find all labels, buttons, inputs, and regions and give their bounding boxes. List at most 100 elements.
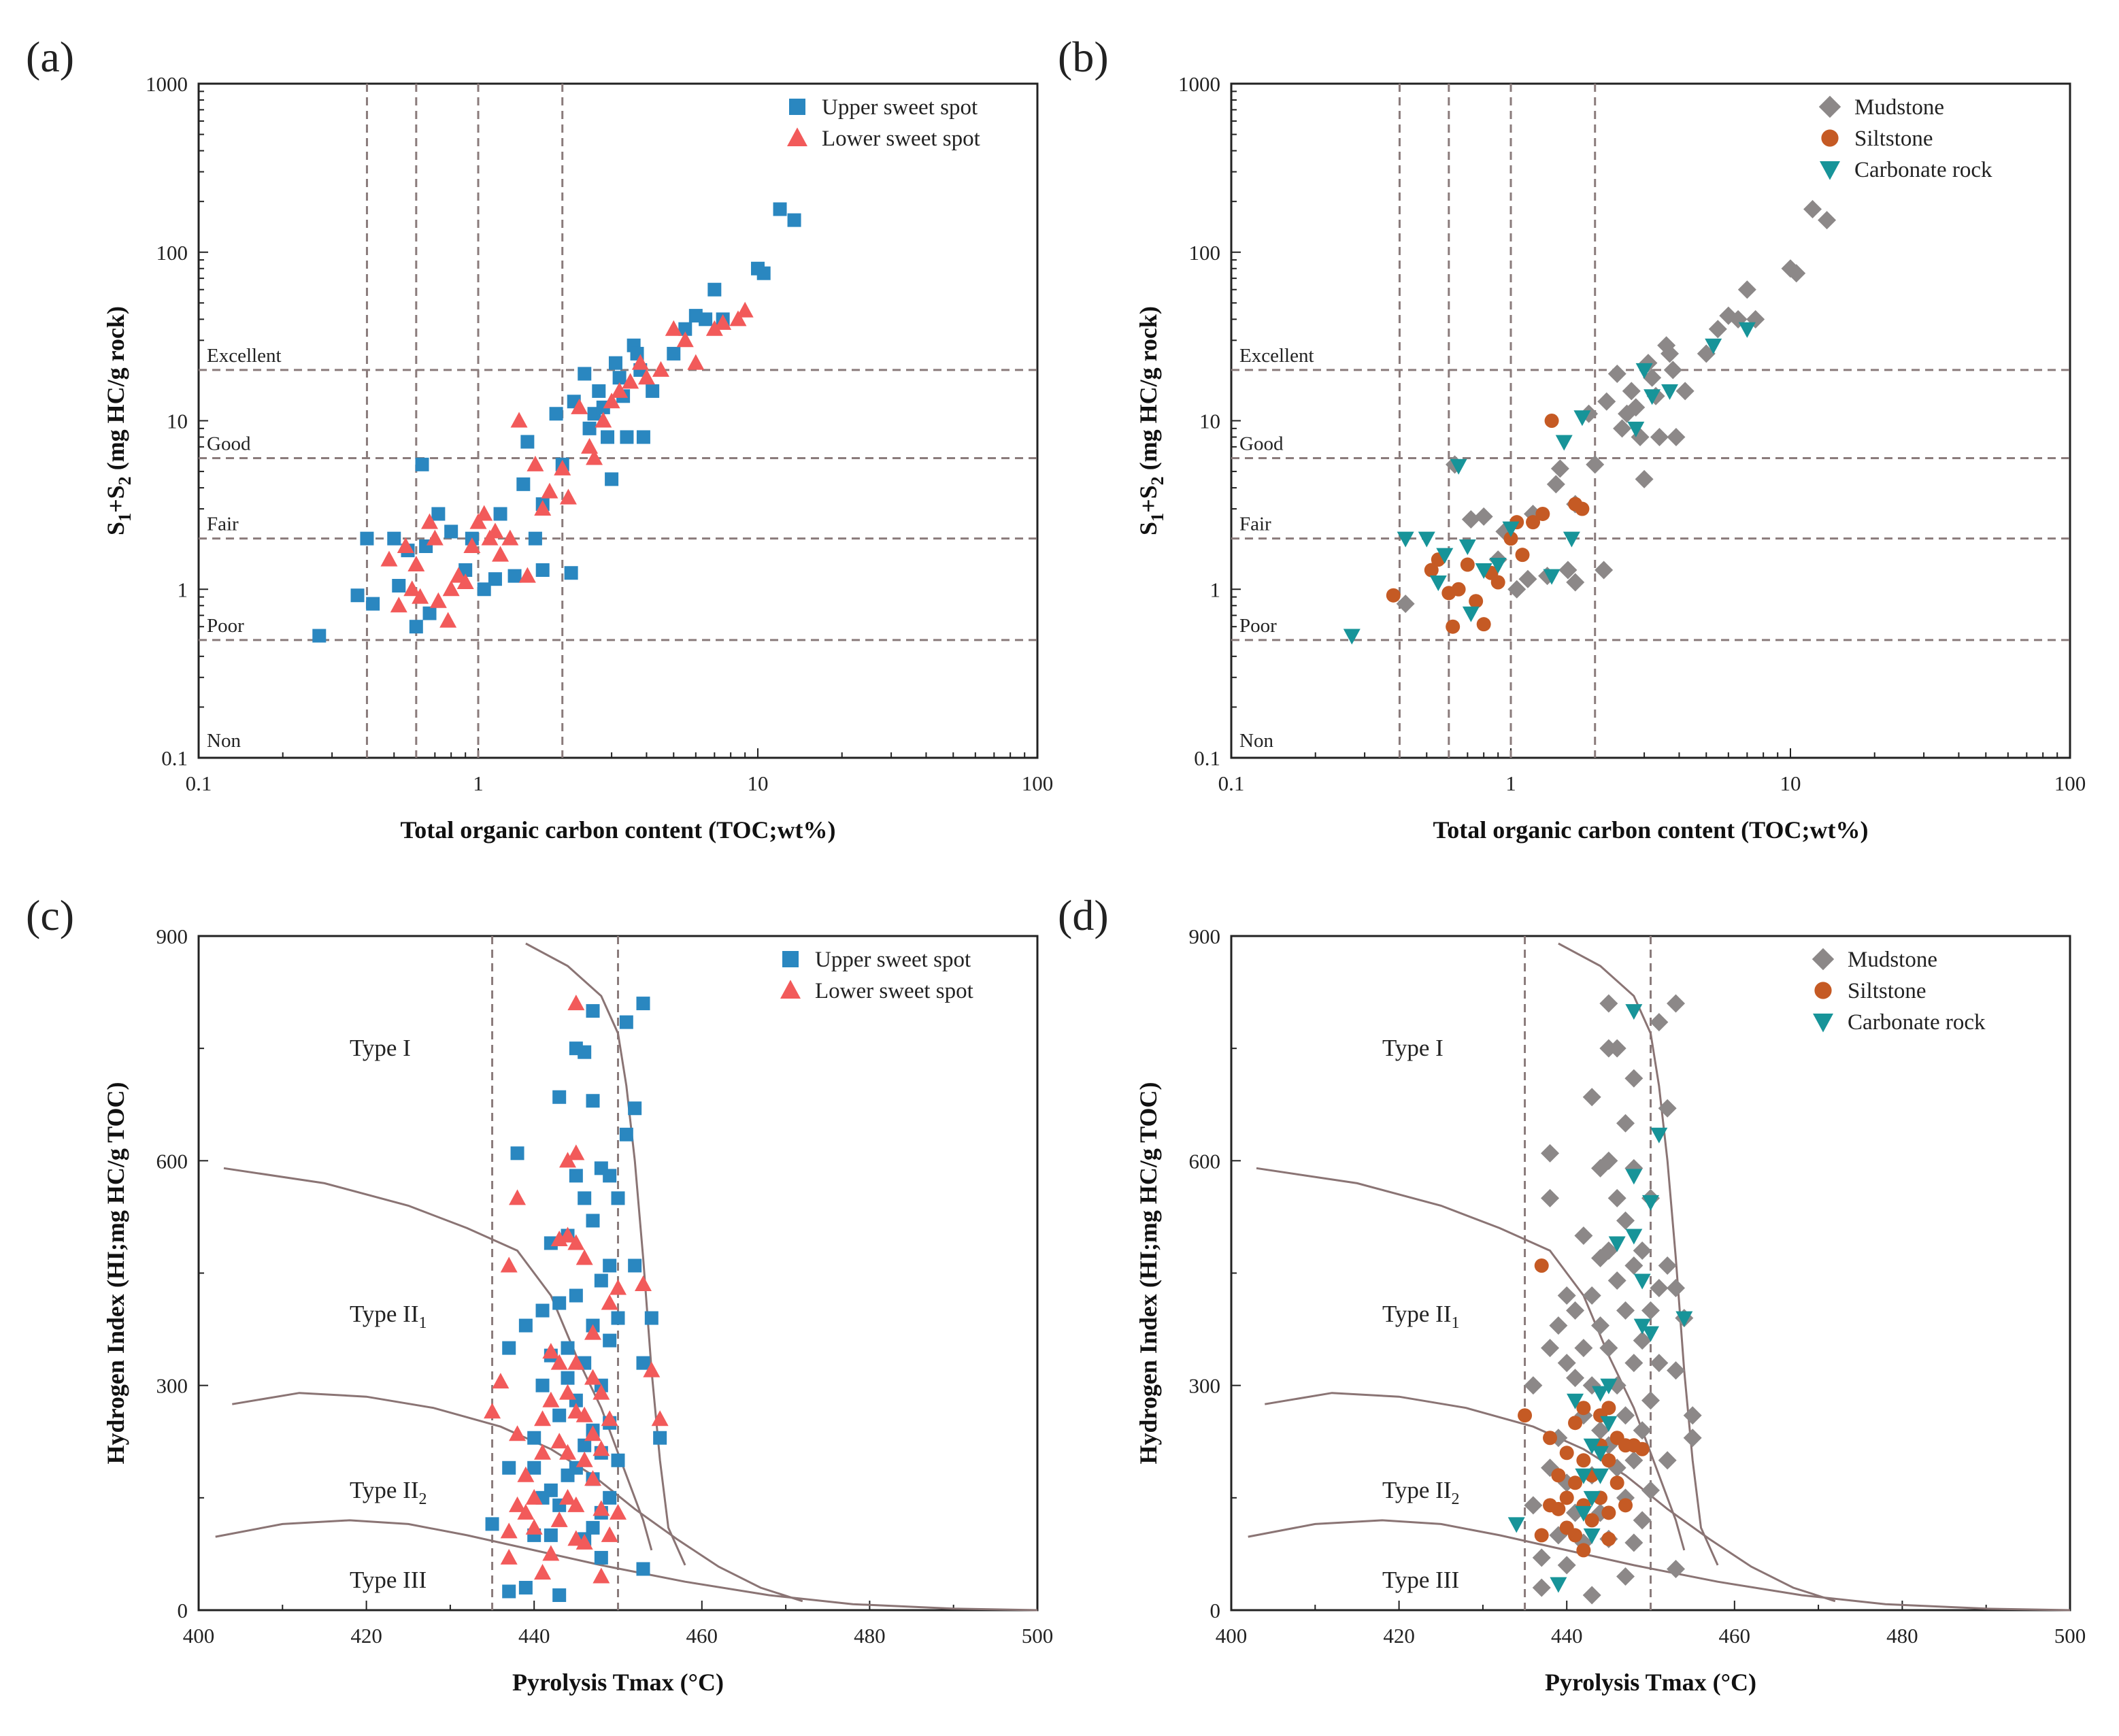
type-label: Type I	[1382, 1035, 1444, 1061]
data-point	[535, 1303, 550, 1318]
data-point	[1568, 1528, 1583, 1543]
kerogen-boundary-curve	[1256, 1167, 1686, 1551]
data-point	[527, 1460, 541, 1475]
zone-label-non: Non	[1239, 730, 1273, 752]
data-point	[699, 312, 713, 327]
data-point	[1657, 336, 1676, 355]
data-point	[1803, 200, 1822, 219]
data-point	[1626, 398, 1646, 417]
y-tick-label: 900	[1189, 924, 1221, 948]
data-point	[1633, 1421, 1652, 1440]
y-tick-label: 300	[1189, 1374, 1221, 1398]
data-point	[559, 1488, 577, 1505]
data-point	[593, 1384, 610, 1400]
zone-label-poor: Poor	[1239, 615, 1277, 637]
type-label: Type III	[1382, 1567, 1459, 1593]
data-point	[1567, 1393, 1584, 1409]
data-point	[676, 331, 694, 348]
data-point	[549, 407, 563, 421]
data-point	[1622, 382, 1641, 401]
legend-label-upper-sweet-spot: Upper sweet spot	[822, 95, 978, 120]
data-point	[1641, 1391, 1660, 1410]
y-axis-title: Hydrogen Index (HI;mg HC/g TOC)	[1135, 1082, 1162, 1464]
data-point	[601, 430, 615, 444]
y-tick-label: 300	[156, 1374, 188, 1398]
data-point	[1616, 1211, 1635, 1230]
data-point	[603, 1258, 617, 1273]
data-point	[1532, 1578, 1551, 1597]
data-point	[593, 1500, 610, 1516]
data-point	[544, 1483, 558, 1497]
data-point	[502, 1584, 516, 1599]
data-point	[1618, 1498, 1633, 1513]
data-point	[350, 588, 365, 603]
data-point	[1624, 1451, 1644, 1470]
x-tick-label: 440	[518, 1624, 550, 1648]
data-point	[1675, 382, 1695, 401]
data-point	[426, 529, 444, 546]
data-point	[1534, 1528, 1549, 1543]
kerogen-boundary-curve	[215, 1519, 1038, 1612]
kerogen-boundary-curve	[223, 1167, 653, 1551]
data-point	[1661, 384, 1679, 400]
data-point	[1666, 1279, 1685, 1298]
data-point	[492, 1373, 510, 1389]
data-point	[1551, 1501, 1566, 1516]
x-tick-label: 440	[1551, 1624, 1583, 1648]
x-tick-label: 460	[1719, 1624, 1751, 1648]
data-point	[1576, 1543, 1591, 1558]
data-point	[431, 507, 446, 521]
x-tick-label: 0.1	[1218, 771, 1245, 795]
data-point	[509, 1425, 527, 1441]
data-point	[1549, 1316, 1568, 1335]
data-point	[1599, 1241, 1618, 1260]
series-carbonate-rock	[1507, 1004, 1693, 1593]
data-point	[1583, 1528, 1601, 1544]
data-point	[1543, 1431, 1558, 1446]
data-point	[1574, 1339, 1593, 1358]
x-axis-title: Total organic carbon content (TOC;wt%)	[1433, 816, 1869, 844]
data-point	[534, 1410, 552, 1426]
data-point	[1633, 1241, 1652, 1260]
data-point	[1624, 1069, 1644, 1088]
data-point	[567, 1144, 585, 1161]
data-point	[1555, 435, 1573, 451]
data-point	[542, 1545, 560, 1561]
data-point	[714, 314, 732, 330]
data-point	[1599, 1339, 1618, 1358]
data-point	[1507, 1517, 1525, 1533]
plot-frame	[1230, 82, 2071, 759]
data-point	[586, 1094, 600, 1108]
panel-d: (d) 400 420 440 460 480 500 0 300 600 900 Pyrolysis…	[1058, 891, 2086, 1696]
data-point	[439, 612, 457, 628]
data-point	[646, 384, 660, 398]
data-point	[488, 572, 502, 586]
series-mudstone	[1396, 200, 1837, 614]
data-point	[636, 430, 650, 444]
data-point	[407, 556, 425, 572]
data-point	[1396, 595, 1415, 614]
x-tick-label: 420	[1383, 1624, 1415, 1648]
data-point	[1650, 1127, 1668, 1144]
legend: Mudstone Siltstone Carbonate rock	[1812, 948, 1986, 1035]
x-tick-label: 1	[473, 771, 484, 795]
zone-label-fair: Fair	[207, 514, 239, 535]
data-point	[1675, 1311, 1693, 1327]
data-point	[542, 1391, 560, 1407]
x-tick-label: 500	[1022, 1624, 1054, 1648]
data-point	[575, 1249, 593, 1265]
data-point	[1524, 1376, 1543, 1395]
data-point	[1460, 557, 1475, 572]
data-point	[665, 320, 682, 336]
data-point	[534, 500, 552, 516]
data-point	[1592, 1446, 1609, 1462]
data-point	[594, 1273, 608, 1288]
data-point	[1557, 1556, 1576, 1575]
data-point	[1818, 211, 1837, 230]
data-point	[1503, 531, 1518, 546]
data-point	[444, 524, 458, 539]
data-point	[500, 1256, 518, 1273]
data-point	[559, 1384, 577, 1400]
y-tick-label: 10	[167, 410, 188, 433]
zone-label-excellent: Excellent	[1239, 345, 1314, 367]
